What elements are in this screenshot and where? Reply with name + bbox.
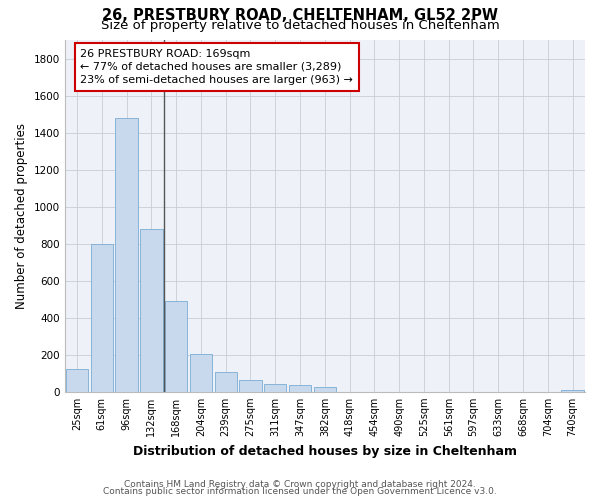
Text: 26 PRESTBURY ROAD: 169sqm
← 77% of detached houses are smaller (3,289)
23% of se: 26 PRESTBURY ROAD: 169sqm ← 77% of detac… [80, 49, 353, 85]
Text: 26, PRESTBURY ROAD, CHELTENHAM, GL52 2PW: 26, PRESTBURY ROAD, CHELTENHAM, GL52 2PW [102, 8, 498, 22]
Bar [66, 368, 88, 392]
Y-axis label: Number of detached properties: Number of detached properties [15, 123, 28, 309]
Bar [190, 354, 212, 392]
Text: Contains public sector information licensed under the Open Government Licence v3: Contains public sector information licen… [103, 487, 497, 496]
Bar [264, 384, 286, 392]
Bar [91, 244, 113, 392]
Bar [289, 386, 311, 392]
Bar [239, 380, 262, 392]
Bar [215, 372, 237, 392]
Text: Size of property relative to detached houses in Cheltenham: Size of property relative to detached ho… [101, 18, 499, 32]
Bar [562, 390, 584, 392]
Bar [140, 229, 163, 392]
Text: Contains HM Land Registry data © Crown copyright and database right 2024.: Contains HM Land Registry data © Crown c… [124, 480, 476, 489]
Bar [314, 387, 336, 392]
X-axis label: Distribution of detached houses by size in Cheltenham: Distribution of detached houses by size … [133, 444, 517, 458]
Bar [165, 301, 187, 392]
Bar [115, 118, 138, 392]
